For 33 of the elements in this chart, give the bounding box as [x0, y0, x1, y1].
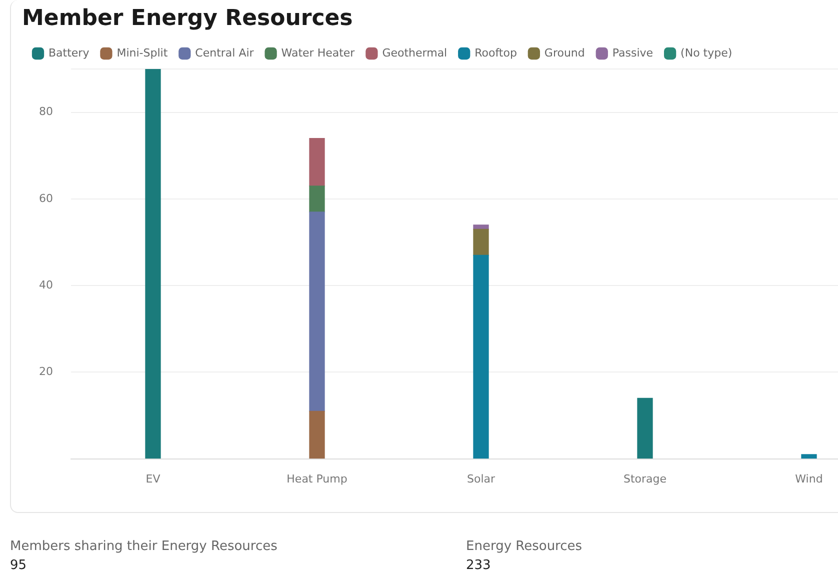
- bar: [473, 224, 489, 230]
- y-tick-label: 40: [38, 278, 53, 292]
- bar: [801, 454, 817, 459]
- x-tick-label: Storage: [623, 472, 667, 486]
- bar: [309, 212, 325, 412]
- bar: [309, 186, 325, 212]
- text: 95: [10, 558, 27, 572]
- legend-label: (No type): [680, 46, 732, 60]
- y-tick-label: 80: [38, 105, 53, 118]
- text: 233: [466, 558, 491, 572]
- text: Members sharing their Energy Resources: [10, 539, 278, 554]
- legend-label: Ground: [544, 46, 585, 60]
- legend-label: Rooftop: [474, 46, 517, 60]
- legend-label: Battery: [48, 46, 90, 60]
- x-tick-label: Solar: [466, 472, 496, 486]
- legend-label: Water Heater: [281, 46, 356, 60]
- bar: [473, 228, 489, 256]
- legend-label: Mini-Split: [116, 46, 168, 60]
- y-tick-label: 60: [38, 192, 53, 205]
- legend-label: Passive: [612, 46, 654, 60]
- bar: [637, 398, 653, 459]
- text: Energy Resources: [466, 539, 582, 554]
- x-tick-label: Heat Pump: [286, 472, 348, 486]
- x-tick-label: EV: [146, 472, 161, 486]
- bar: [145, 69, 161, 459]
- legend-label: Geothermal: [382, 46, 448, 60]
- bar: [473, 254, 489, 459]
- bar: [309, 410, 325, 459]
- y-tick-label: 20: [38, 365, 53, 378]
- chart-title: Member Energy Resources: [22, 6, 353, 31]
- legend-label: Central Air: [195, 46, 254, 60]
- bar: [309, 138, 325, 186]
- x-tick-label: Wind: [795, 472, 823, 486]
